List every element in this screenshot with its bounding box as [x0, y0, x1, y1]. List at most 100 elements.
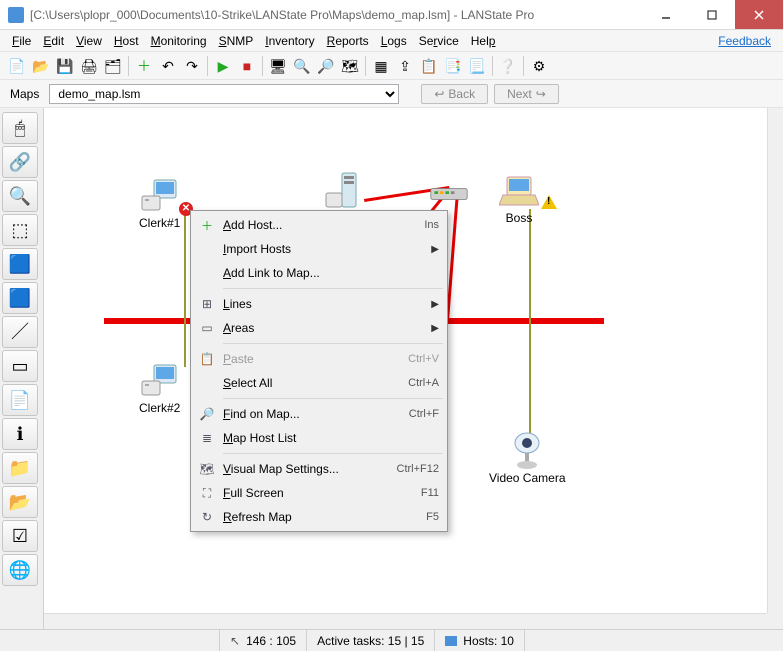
sidebar-globe-button[interactable]: 🌐	[2, 554, 38, 586]
app-icon	[8, 7, 24, 23]
close-button[interactable]	[735, 0, 783, 29]
toolbar-gear-button[interactable]: ⚙	[528, 55, 550, 77]
ctx-full-screen[interactable]: ⛶Full ScreenF11	[193, 481, 445, 505]
menu-reports[interactable]: Reports	[321, 32, 375, 50]
sidebar-area-button[interactable]: ▭	[2, 350, 38, 382]
menu-host[interactable]: Host	[108, 32, 145, 50]
sidebar-line-button[interactable]: ／	[2, 316, 38, 348]
sidebar: 🖱🔗🔍⬚🟦🟦／▭📄ℹ📁📂☑🌐	[0, 108, 44, 629]
node-label: Video Camera	[489, 471, 566, 485]
toolbar-open-button[interactable]: 📂	[30, 55, 52, 77]
menu-inventory[interactable]: Inventory	[259, 32, 320, 50]
titlebar: [C:\Users\plopr_000\Documents\10-Strike\…	[0, 0, 783, 30]
toolbar-log-button[interactable]: 📃	[466, 55, 488, 77]
node-label: Boss	[499, 211, 539, 225]
toolbar-help-button[interactable]: ❔	[497, 55, 519, 77]
menu-monitoring[interactable]: Monitoring	[145, 32, 213, 50]
toolbar-copy-button[interactable]: 📋	[418, 55, 440, 77]
clerk2-icon	[140, 363, 180, 399]
clerk1-icon	[140, 178, 180, 214]
sidebar-layer2-button[interactable]: 🟦	[2, 282, 38, 314]
toolbar-print-button[interactable]: 🖨	[78, 55, 100, 77]
menu-view[interactable]: View	[70, 32, 108, 50]
toolbar-scan-button[interactable]: 🔍	[291, 55, 313, 77]
status-hosts: Hosts: 10	[435, 630, 525, 651]
context-menu: ＋Add Host...InsImport Hosts▶Add Link to …	[190, 210, 448, 532]
sidebar-folder2-button[interactable]: 📂	[2, 486, 38, 518]
ctx-lines[interactable]: ⊞Lines▶	[193, 292, 445, 316]
window-buttons	[643, 0, 783, 29]
node-label: Clerk#1	[139, 216, 180, 230]
sidebar-arrange-button[interactable]: ⬚	[2, 214, 38, 246]
node-switch[interactable]	[429, 176, 469, 214]
menu-service[interactable]: Service	[413, 32, 465, 50]
node-server[interactable]	[324, 173, 364, 211]
menu-edit[interactable]: Edit	[37, 32, 70, 50]
toolbar-save-button[interactable]: 💾	[54, 55, 76, 77]
maps-label: Maps	[6, 87, 43, 101]
feedback-link[interactable]: Feedback	[718, 34, 777, 48]
toolbar-find-button[interactable]: 🔎	[315, 55, 337, 77]
toolbar-settings-button[interactable]: 🗂	[102, 55, 124, 77]
menu-snmp[interactable]: SNMP	[213, 32, 260, 50]
ctx-map-host-list[interactable]: ≣Map Host List	[193, 426, 445, 450]
toolbar-redo-button[interactable]: ↷	[181, 55, 203, 77]
ctx-find-on-map[interactable]: 🔎Find on Map...Ctrl+F	[193, 402, 445, 426]
scrollbar-horizontal[interactable]	[44, 613, 767, 629]
node-clerk2[interactable]: Clerk#2	[139, 363, 180, 415]
node-label: Clerk#2	[139, 401, 180, 415]
toolbar-new-button[interactable]: 📄	[6, 55, 28, 77]
boss-icon	[499, 173, 539, 209]
node-camera[interactable]: Video Camera	[489, 433, 566, 485]
ctx-import-hosts[interactable]: Import Hosts▶	[193, 237, 445, 261]
ctx-areas[interactable]: ▭Areas▶	[193, 316, 445, 340]
ctx-add-host[interactable]: ＋Add Host...Ins	[193, 213, 445, 237]
toolbar: 📄📂💾🖨🗂 ＋↶↷ ▶■ 🖥🔍🔎🗺 ▦⇪📋📑📃 ❔ ⚙	[0, 52, 783, 80]
next-button[interactable]: Next↪	[494, 84, 559, 104]
ctx-refresh-map[interactable]: ↻Refresh MapF5	[193, 505, 445, 529]
toolbar-play-button[interactable]: ▶	[212, 55, 234, 77]
menu-logs[interactable]: Logs	[375, 32, 413, 50]
status-warning-icon	[541, 195, 557, 209]
network-link	[529, 209, 531, 321]
node-boss[interactable]: Boss	[499, 173, 539, 225]
sidebar-layer1-button[interactable]: 🟦	[2, 248, 38, 280]
camera-icon	[507, 433, 547, 469]
toolbar-undo-button[interactable]: ↶	[157, 55, 179, 77]
list-icon: ≣	[195, 431, 219, 445]
sidebar-info-button[interactable]: ℹ	[2, 418, 38, 450]
ctx-add-link-to-map[interactable]: Add Link to Map...	[193, 261, 445, 285]
sidebar-folder1-button[interactable]: 📁	[2, 452, 38, 484]
toolbar-hosts-button[interactable]: 🖥	[267, 55, 289, 77]
areas-icon: ▭	[195, 321, 219, 335]
minimize-button[interactable]	[643, 0, 689, 29]
switch-icon	[429, 176, 469, 212]
back-button[interactable]: ↩Back	[421, 84, 488, 104]
maps-bar: Maps demo_map.lsm ↩Back Next↪	[0, 80, 783, 108]
scrollbar-vertical[interactable]	[767, 108, 783, 613]
toolbar-stop-button[interactable]: ■	[236, 55, 258, 77]
sidebar-select-button[interactable]: 🖱	[2, 112, 38, 144]
paste-icon: 📋	[195, 352, 219, 366]
server-icon	[324, 173, 364, 209]
sidebar-link-button[interactable]: 🔗	[2, 146, 38, 178]
statusbar: ↖146 : 105 Active tasks: 15 | 15 Hosts: …	[0, 629, 783, 651]
ctx-select-all[interactable]: Select AllCtrl+A	[193, 371, 445, 395]
ctx-paste: 📋PasteCtrl+V	[193, 347, 445, 371]
sidebar-scan-button[interactable]: 🔍	[2, 180, 38, 212]
toolbar-map-button[interactable]: 🗺	[339, 55, 361, 77]
refresh-icon: ↻	[195, 510, 219, 524]
ctx-visual-map-settings[interactable]: 🗺Visual Map Settings...Ctrl+F12	[193, 457, 445, 481]
sidebar-checks-button[interactable]: ☑	[2, 520, 38, 552]
menu-file[interactable]: File	[6, 32, 37, 50]
fullscreen-icon: ⛶	[195, 486, 219, 501]
menu-help[interactable]: Help	[465, 32, 502, 50]
node-clerk1[interactable]: Clerk#1	[139, 178, 180, 230]
toolbar-props-button[interactable]: 📑	[442, 55, 464, 77]
toolbar-grid-button[interactable]: ▦	[370, 55, 392, 77]
toolbar-export-button[interactable]: ⇪	[394, 55, 416, 77]
map-select[interactable]: demo_map.lsm	[49, 84, 399, 104]
sidebar-doc-button[interactable]: 📄	[2, 384, 38, 416]
maximize-button[interactable]	[689, 0, 735, 29]
toolbar-add-button[interactable]: ＋	[133, 55, 155, 77]
